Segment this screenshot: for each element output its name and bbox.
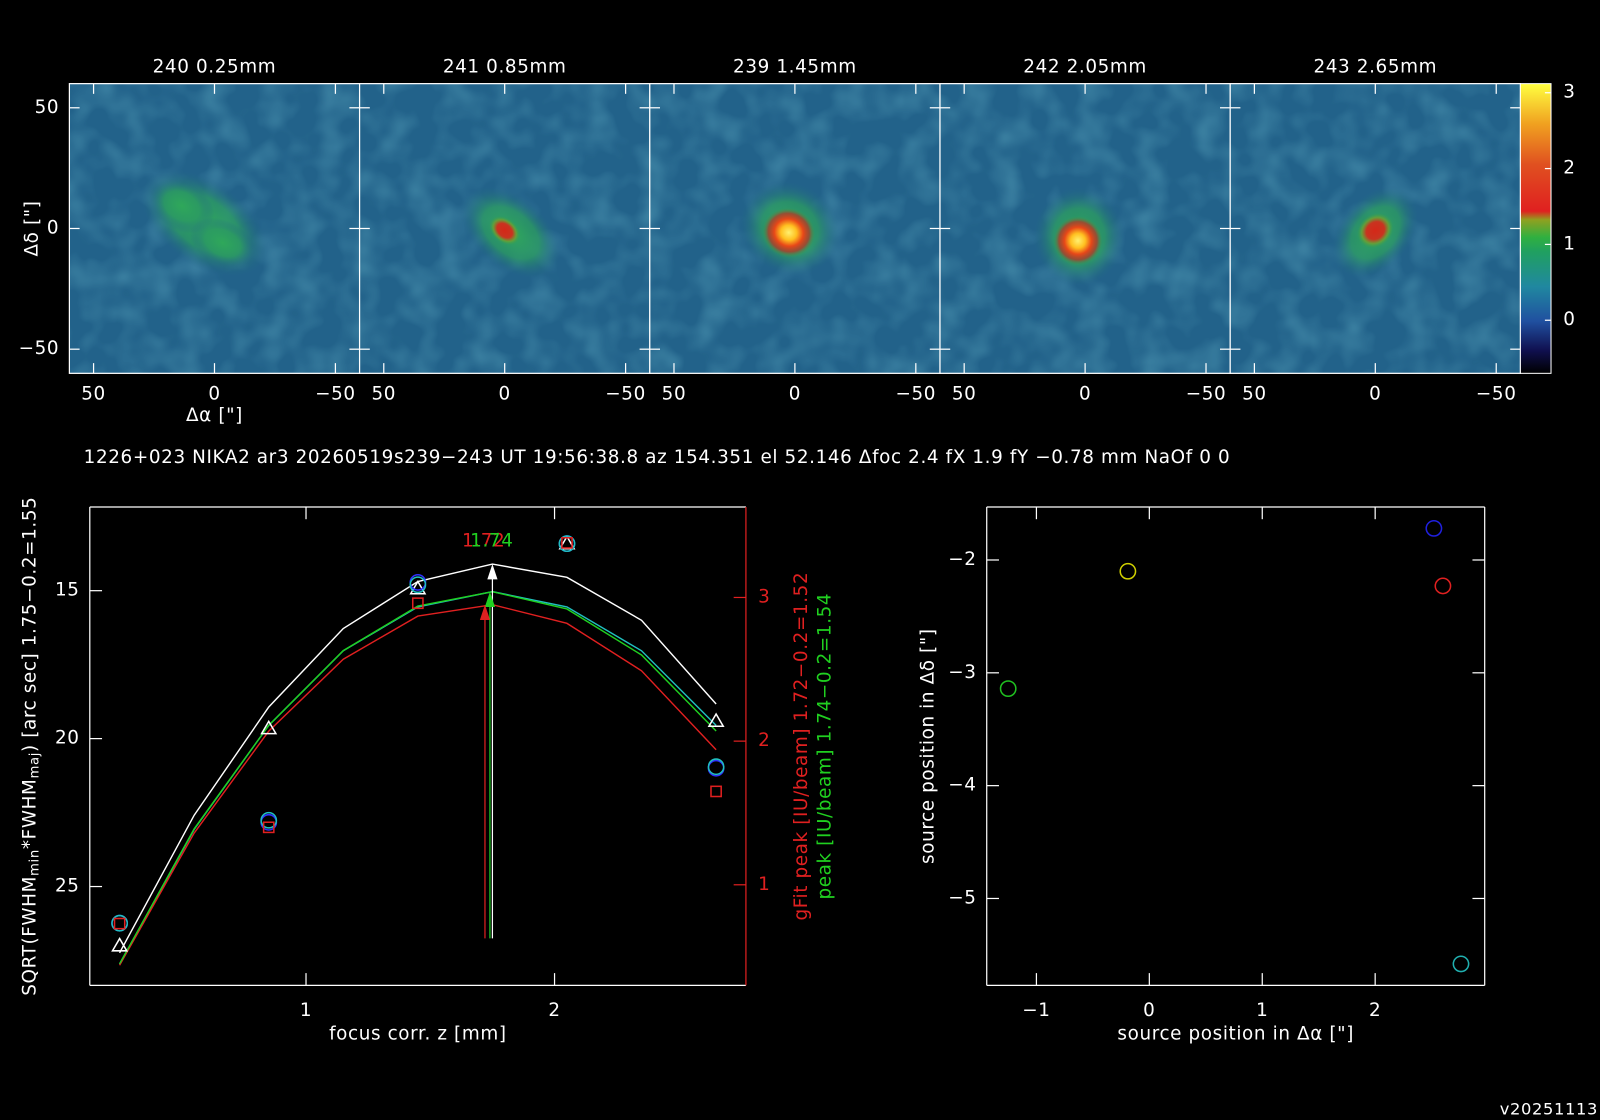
data-point bbox=[262, 821, 275, 834]
y2-tick-label: 3 bbox=[758, 586, 770, 607]
y-tick-label: 15 bbox=[55, 580, 80, 601]
x-tick-label: 1 bbox=[300, 1000, 312, 1021]
x-tick-label: −50 bbox=[315, 384, 356, 405]
x-tick-label: 0 bbox=[208, 384, 220, 405]
x-tick-label: −50 bbox=[605, 384, 646, 405]
data-point bbox=[260, 719, 278, 735]
y2-axis-label: gFit peak [IU/beam] 1.72−0.2=1.52 bbox=[791, 572, 812, 921]
fit-curve bbox=[118, 590, 717, 965]
y-tick-label: 0 bbox=[47, 217, 59, 238]
data-point bbox=[111, 914, 129, 932]
y2-tick-label: 1 bbox=[758, 874, 770, 895]
x-tick-label: −50 bbox=[1476, 384, 1517, 405]
x-tick-label: 50 bbox=[662, 384, 687, 405]
y-tick-label: −3 bbox=[948, 662, 976, 683]
fit-curve bbox=[118, 603, 717, 966]
x-tick-label: 2 bbox=[548, 1000, 560, 1021]
x-tick-label: 0 bbox=[1369, 384, 1381, 405]
source-emission bbox=[489, 215, 521, 246]
x-tick-label: 0 bbox=[499, 384, 511, 405]
source-emission bbox=[1357, 212, 1394, 249]
x-tick-label: 50 bbox=[1242, 384, 1267, 405]
y-tick-label: 25 bbox=[55, 876, 80, 897]
peak-arrowhead bbox=[484, 591, 496, 608]
y-tick-label: 50 bbox=[35, 97, 60, 118]
y-axis-label-part: *FWHM bbox=[20, 779, 41, 850]
x-axis-label: source position in Δα ["] bbox=[1117, 1023, 1354, 1044]
data-point bbox=[409, 576, 427, 594]
data-point bbox=[710, 785, 722, 798]
x-tick-label: −50 bbox=[1186, 384, 1227, 405]
panel-title: 239 1.45mm bbox=[733, 56, 857, 77]
data-point bbox=[707, 758, 725, 776]
data-point bbox=[1425, 519, 1443, 537]
source-emission bbox=[189, 217, 256, 268]
data-point bbox=[1119, 562, 1137, 580]
data-point bbox=[260, 811, 278, 829]
y-axis-label: SQRT(FWHMmin*FWHMmaj) [arc sec] 1.75−0.2… bbox=[20, 497, 43, 996]
x-tick-label: 50 bbox=[81, 384, 106, 405]
x-tick-label: 2 bbox=[1369, 1000, 1381, 1021]
y-axis-label-part: min bbox=[28, 849, 43, 876]
y-axis-label-part: maj bbox=[28, 752, 43, 779]
x-tick-label: 0 bbox=[1143, 1000, 1155, 1021]
peak-arrowhead bbox=[487, 564, 498, 580]
data-point bbox=[561, 537, 573, 549]
y-axis-label: source position in Δδ ["] bbox=[918, 628, 939, 864]
y-axis-label: Δδ ["] bbox=[22, 200, 43, 256]
x-tick-label: 50 bbox=[952, 384, 977, 405]
y-tick-label: −50 bbox=[19, 338, 60, 359]
y-tick-label: −5 bbox=[948, 887, 976, 908]
x-axis-label: focus corr. z [mm] bbox=[329, 1023, 507, 1044]
panel-title: 242 2.05mm bbox=[1023, 56, 1147, 77]
colorbar-tick-label: 2 bbox=[1563, 158, 1575, 179]
source-emission bbox=[1053, 216, 1103, 266]
data-point bbox=[111, 937, 129, 952]
peak-label: 1.72 bbox=[462, 531, 505, 552]
data-point bbox=[1434, 577, 1452, 595]
x-axis-label: Δα ["] bbox=[186, 405, 243, 426]
data-point bbox=[1452, 955, 1470, 973]
peak-label: 1.74 bbox=[470, 531, 513, 552]
x-tick-label: 0 bbox=[1079, 384, 1091, 405]
data-point bbox=[999, 680, 1017, 698]
data-point bbox=[409, 579, 427, 595]
colorbar-tick-label: 1 bbox=[1563, 233, 1575, 254]
panel-title: 241 0.85mm bbox=[443, 56, 567, 77]
x-tick-label: 0 bbox=[789, 384, 801, 405]
data-point bbox=[707, 712, 725, 728]
data-point bbox=[113, 917, 126, 930]
peak-arrowhead bbox=[479, 604, 491, 620]
source-emission bbox=[149, 178, 215, 234]
x-tick-label: −1 bbox=[1022, 1000, 1050, 1021]
colorbar-tick-label: 3 bbox=[1563, 82, 1575, 103]
x-tick-label: −50 bbox=[896, 384, 937, 405]
x-tick-label: 1 bbox=[1256, 1000, 1268, 1021]
colorbar-tick-label: 0 bbox=[1563, 309, 1575, 330]
data-point bbox=[411, 597, 424, 610]
y-tick-label: −2 bbox=[948, 549, 976, 570]
data-point bbox=[558, 534, 576, 550]
data-point bbox=[558, 535, 576, 553]
colorbar bbox=[1519, 83, 1552, 374]
y-tick-label: 20 bbox=[55, 728, 80, 749]
x-tick-label: 50 bbox=[371, 384, 396, 405]
y-tick-label: −4 bbox=[948, 775, 976, 796]
source-emission bbox=[762, 207, 816, 258]
y2-tick-label: 2 bbox=[758, 730, 770, 751]
panel-title: 243 2.65mm bbox=[1313, 56, 1437, 77]
version: v20251113 bbox=[1500, 1099, 1598, 1118]
panel-title: 240 0.25mm bbox=[153, 56, 277, 77]
y-axis-label-part: ) [arc sec] 1.75−0.2=1.55 bbox=[20, 497, 41, 752]
y-axis-label-part: SQRT(FWHM bbox=[20, 876, 41, 996]
y2-axis-label: peak [IU/beam] 1.74−0.2=1.54 bbox=[815, 593, 836, 900]
info-line: 1226+023 NIKA2 ar3 20260519s239−243 UT 1… bbox=[84, 447, 1231, 468]
